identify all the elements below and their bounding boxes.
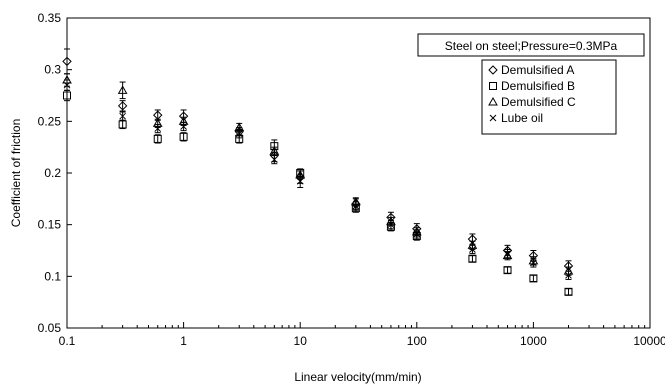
y-tick-label: 0.05 bbox=[38, 321, 62, 335]
data-point bbox=[235, 130, 243, 138]
data-point bbox=[468, 254, 477, 263]
x-tick-label: 1000 bbox=[520, 334, 547, 348]
data-point bbox=[117, 85, 128, 94]
data-point bbox=[530, 259, 537, 267]
data-point bbox=[565, 271, 572, 279]
data-point bbox=[564, 287, 573, 296]
data-point bbox=[63, 91, 71, 100]
data-point bbox=[503, 266, 512, 275]
annotation-text: Steel on steel;Pressure=0.3MPa bbox=[445, 39, 618, 53]
legend-marker bbox=[489, 114, 497, 122]
marks-layer bbox=[62, 48, 574, 296]
legend-label: Lube oil bbox=[501, 111, 543, 125]
legend-marker bbox=[488, 65, 498, 75]
legend-items: Demulsified A Demulsified B Demulsified C L… bbox=[488, 63, 576, 125]
data-point bbox=[352, 202, 360, 210]
data-point bbox=[119, 112, 126, 120]
y-tick-label: 0.15 bbox=[38, 218, 62, 232]
data-point bbox=[154, 125, 162, 132]
x-tick-label: 10000 bbox=[633, 334, 665, 348]
y-tick-label: 0.2 bbox=[44, 166, 61, 180]
data-point bbox=[269, 146, 280, 155]
x-tick-label: 100 bbox=[407, 334, 427, 348]
y-tick-label: 0.1 bbox=[44, 269, 61, 283]
legend-label: Demulsified B bbox=[501, 79, 575, 93]
legend-entry: Demulsified A bbox=[488, 63, 574, 77]
y-tick-label: 0.25 bbox=[38, 114, 62, 128]
x-axis-title: Linear velocity(mm/min) bbox=[294, 370, 421, 384]
data-point bbox=[469, 246, 476, 253]
legend-label: Demulsified C bbox=[501, 95, 576, 109]
series-lube-oil bbox=[63, 79, 572, 280]
data-point bbox=[62, 56, 72, 67]
data-point bbox=[504, 250, 511, 257]
legend-entry: Demulsified C bbox=[488, 95, 576, 109]
legend-label: Demulsified A bbox=[501, 63, 574, 77]
legend-entry: Demulsified B bbox=[489, 79, 575, 93]
data-point bbox=[117, 101, 128, 111]
data-point bbox=[179, 132, 188, 141]
data-point bbox=[153, 134, 162, 143]
data-point bbox=[180, 123, 187, 130]
data-point bbox=[63, 81, 71, 89]
legend: Demulsified A Demulsified B Demulsified C L… bbox=[481, 59, 617, 135]
legend-marker bbox=[489, 82, 497, 90]
data-point bbox=[529, 274, 538, 283]
ticks-layer: 0.050.10.150.20.250.30.350.1 1 10 100 1000 10… bbox=[38, 11, 665, 348]
y-axis-title: Coefficient of friction bbox=[9, 119, 23, 228]
data-point bbox=[387, 221, 395, 229]
y-tick-label: 0.35 bbox=[38, 11, 62, 25]
x-tick-label: 0.1 bbox=[59, 334, 76, 348]
x-tick-label: 1 bbox=[180, 334, 187, 348]
legend-marker bbox=[488, 96, 498, 106]
y-tick-label: 0.3 bbox=[44, 63, 61, 77]
data-point bbox=[118, 120, 127, 129]
legend-entry: Lube oil bbox=[489, 111, 543, 125]
x-tick-label: 10 bbox=[294, 334, 308, 348]
series-demulsified-b bbox=[63, 89, 573, 296]
data-point bbox=[413, 230, 421, 238]
data-point bbox=[296, 177, 304, 185]
annotation-box: Steel on steel;Pressure=0.3MPa bbox=[417, 33, 645, 57]
data-point bbox=[270, 156, 278, 163]
